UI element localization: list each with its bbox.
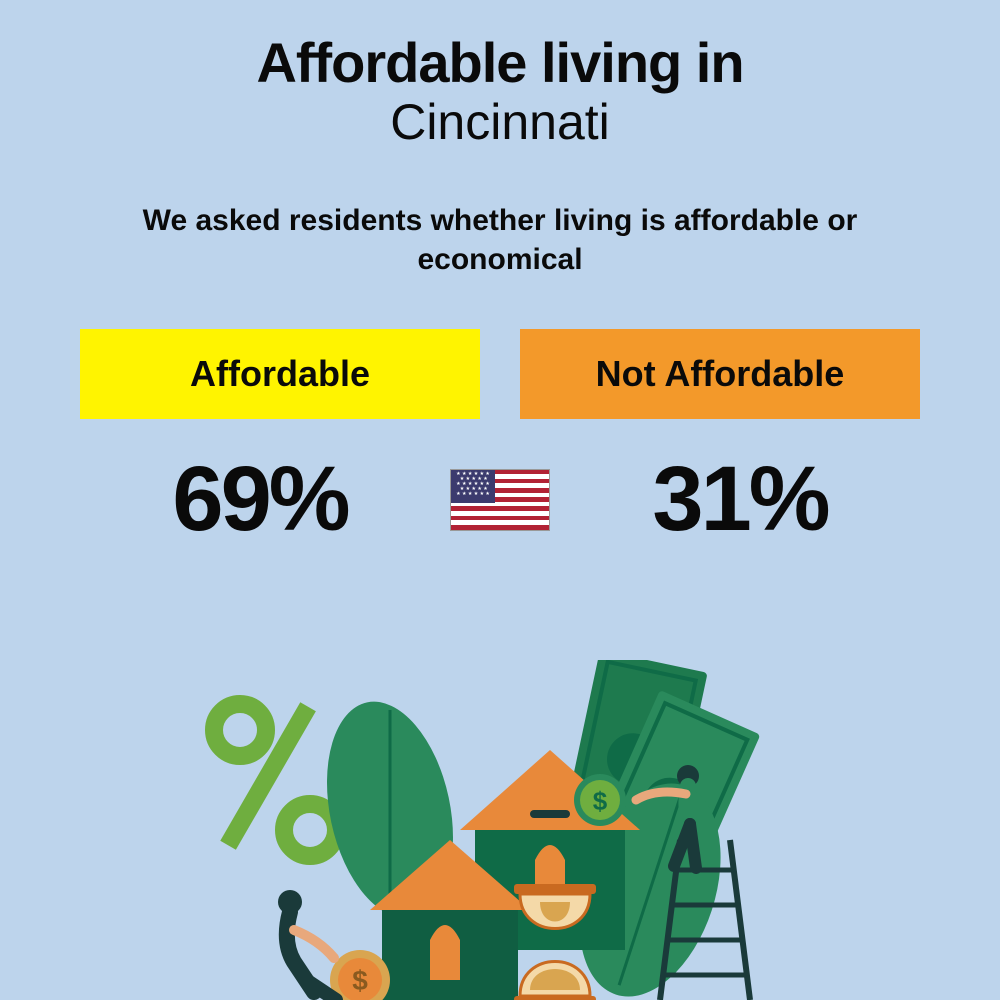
infographic-container: Affordable living in Cincinnati We asked… [0,0,1000,552]
svg-text:$: $ [593,786,608,816]
title-line-1: Affordable living in [0,30,1000,95]
badge-not-affordable: Not Affordable [520,329,920,419]
percent-not-affordable: 31% [580,447,900,552]
housing-illustration-icon: $ $ [180,660,820,1000]
badge-affordable: Affordable [80,329,480,419]
title-line-2: Cincinnati [0,93,1000,151]
percent-affordable: 69% [100,447,420,552]
us-flag-icon: ★ ★ ★ ★ ★ ★ ★ ★ ★ ★ ★★ ★ ★ ★ ★ ★ ★ ★ ★ ★… [450,469,550,531]
subtitle-text: We asked residents whether living is aff… [0,201,1000,279]
percent-row: 69% ★ ★ ★ ★ ★ ★ ★ ★ ★ ★ ★★ ★ ★ ★ ★ ★ ★ ★… [0,447,1000,552]
badge-row: Affordable Not Affordable [0,329,1000,419]
svg-text:$: $ [352,965,368,996]
